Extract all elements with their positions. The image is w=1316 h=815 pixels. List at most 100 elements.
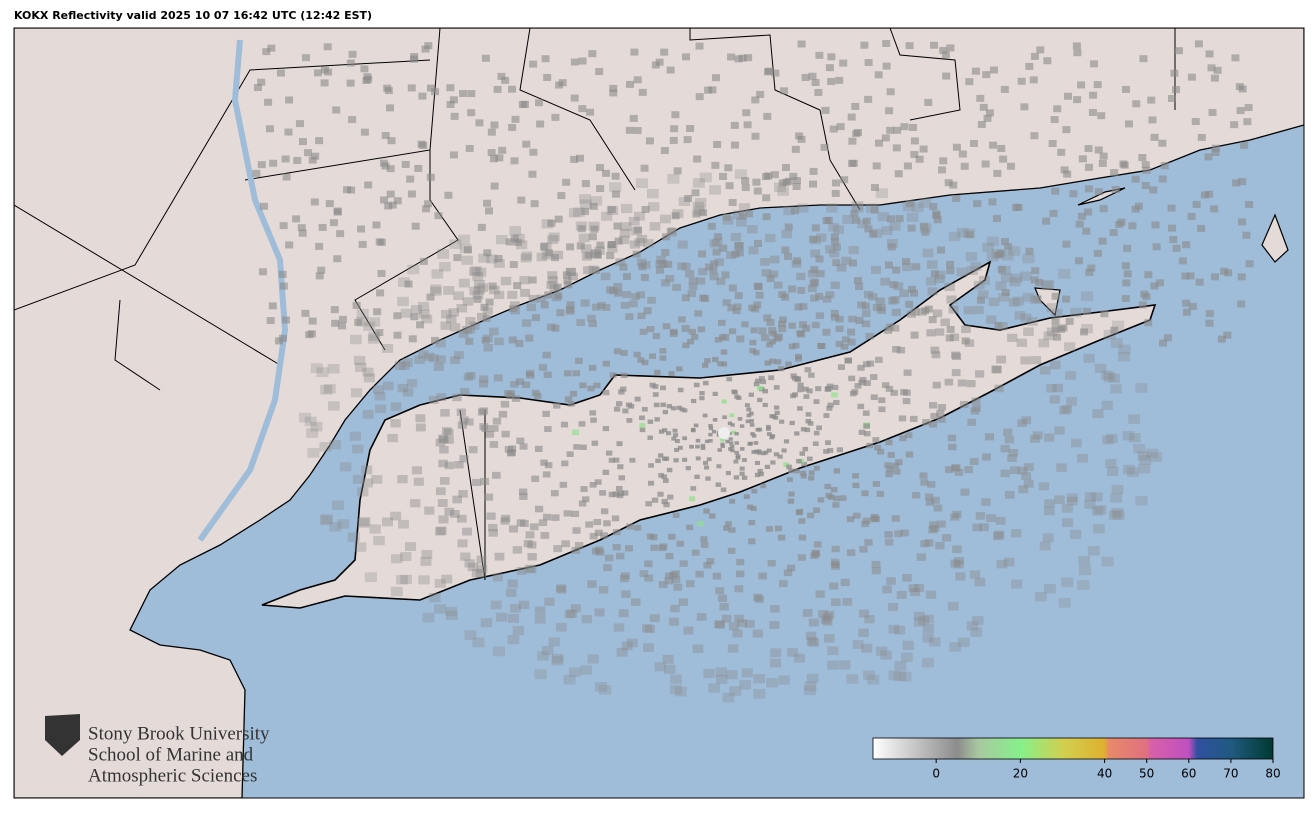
radar-pixel [475,569,487,578]
radar-pixel [333,255,342,263]
radar-pixel [870,374,878,380]
radar-pixel [626,523,634,530]
radar-pixel [600,508,609,515]
radar-pixel [855,316,864,324]
radar-pixel [1030,355,1042,365]
radar-pixel [815,255,824,263]
radar-pixel [580,444,587,450]
radar-pixel [808,372,815,378]
radar-pixel [944,179,953,187]
radar-pixel [308,317,317,325]
radar-pixel [487,128,496,136]
radar-pixel [787,477,793,482]
radar-pixel [467,109,476,117]
radar-pixel [699,391,705,396]
radar-pixel [1029,434,1040,443]
radar-pixel [452,495,462,504]
radar-pixel [726,376,733,382]
radar-pixel [828,222,840,232]
radar-pixel [1044,433,1055,442]
radar-pixel [400,552,412,562]
radar-pixel [1141,161,1150,169]
radar-pixel [836,447,844,453]
radar-pixel [435,339,446,348]
radar-pixel [1168,94,1177,102]
radar-pixel [718,319,726,326]
radar-pixel [880,277,891,286]
radar-pixel [885,471,893,478]
radar-pixel [615,485,623,492]
radar-pixel [863,290,874,299]
radar-pixel [589,410,597,416]
radar-pixel [445,606,457,617]
radar-pixel [454,351,464,359]
radar-pixel [459,89,468,97]
radar-pixel [667,227,676,235]
radar-pixel [654,417,660,422]
radar-pixel [1065,317,1074,325]
radar-pixel [417,301,430,311]
radar-pixel [757,468,763,474]
radar-pixel [928,316,937,324]
radar-pixel [654,662,666,672]
radar-pixel [444,428,454,437]
radar-pixel [407,190,416,198]
radar-pixel [304,149,313,157]
radar-pixel [716,464,722,469]
radar-pixel [818,343,826,349]
radar-pixel [565,306,574,314]
radar-pixel [738,212,747,220]
radar-pixel [695,42,704,50]
radar-pixel [1061,577,1074,588]
radar-pixel [712,238,723,247]
radar-pixel [714,620,725,629]
radar-pixel [999,155,1008,163]
radar-pixel [1009,277,1021,287]
radar-pixel [602,389,610,396]
radar-pixel [881,134,890,142]
radar-pixel [434,212,443,220]
radar-pixel [1062,240,1071,248]
radar-pixel [773,415,779,420]
radar-pixel [633,226,642,234]
radar-pixel [677,316,686,323]
radar-pixel [596,241,605,249]
radar-pixel [706,558,715,565]
radar-pixel [460,552,471,561]
radar-pixel [926,329,936,337]
radar-pixel [573,207,585,217]
radar-pixel [472,637,485,648]
radar-pixel [837,364,846,370]
colorbar-tick-label: 60 [1181,767,1196,781]
radar-pixel [797,387,804,393]
radar-pixel [814,88,823,96]
radar-pixel [430,286,442,296]
radar-pixel [508,123,517,131]
radar-pixel [649,222,661,231]
radar-pixel [493,290,505,300]
radar-pixel [1011,529,1022,538]
radar-pixel [386,165,395,173]
radar-pixel [823,634,835,643]
radar-pixel [566,451,574,457]
radar-pixel [475,267,487,277]
radar-pixel [484,493,494,501]
radar-pixel [329,219,338,227]
radar-pixel [745,419,751,424]
radar-pixel [572,429,580,436]
radar-pixel [976,296,985,304]
radar-pixel [316,367,329,377]
radar-pixel [658,473,664,478]
radar-pixel [681,262,691,271]
radar-pixel [884,462,892,469]
radar-pixel [1021,416,1032,425]
radar-pixel [778,179,787,187]
radar-pixel [355,362,367,372]
radar-pixel [1151,221,1160,229]
radar-pixel [729,441,734,445]
radar-pixel [1082,227,1091,235]
radar-pixel [257,78,266,86]
logo-line: Stony Brook University [88,723,270,744]
radar-pixel [822,613,833,622]
radar-pixel [338,322,347,330]
